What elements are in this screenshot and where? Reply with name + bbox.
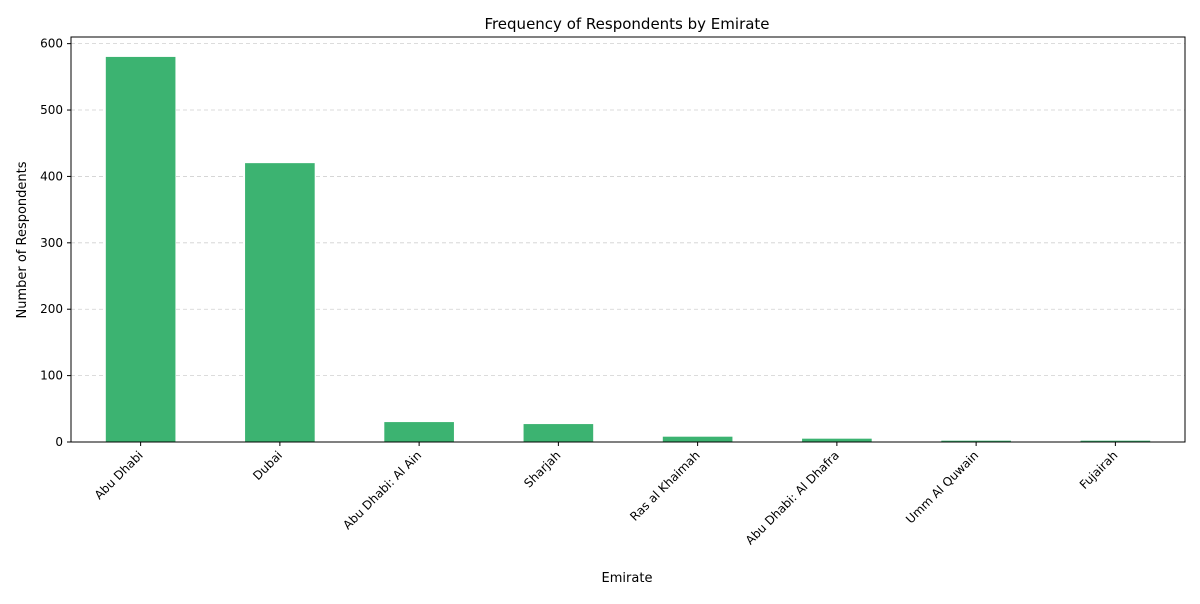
y-tick-label: 400: [40, 169, 63, 183]
x-tick-label: Abu Dhabi: Al Ain: [340, 448, 424, 532]
bar: [802, 438, 872, 442]
chart-title: Frequency of Respondents by Emirate: [484, 15, 769, 33]
y-tick-label: 200: [40, 302, 63, 316]
y-axis-label: Number of Respondents: [15, 161, 30, 318]
bar: [1080, 440, 1151, 442]
x-tick-label: Dubai: [250, 448, 285, 483]
x-tick-label: Abu Dhabi: Al Dhafra: [743, 448, 842, 547]
x-axis-label: Emirate: [602, 571, 653, 586]
axes: [70, 36, 1186, 443]
gridlines: [71, 43, 1185, 443]
y-tick-label: 0: [55, 435, 63, 449]
bars: [105, 56, 1151, 443]
x-tick-label: Abu Dhabi: [92, 448, 146, 502]
y-tick-label: 600: [40, 37, 63, 51]
bar: [105, 56, 176, 443]
plot-frame: [70, 36, 1186, 443]
bar: [384, 422, 454, 442]
y-tick-label: 300: [40, 236, 63, 250]
x-tick-label: Umm Al Quwain: [903, 448, 981, 526]
bar: [245, 163, 315, 443]
ticks: 0 100 200 300 400 500 600 Abu Dhabi Dubai Abu Dha…: [40, 37, 1120, 548]
x-tick-label: Sharjah: [521, 448, 563, 490]
x-tick-label: Fujairah: [1077, 448, 1121, 492]
y-tick-label: 100: [40, 369, 63, 383]
x-tick-label: Ras al Khaimah: [627, 448, 703, 524]
bar: [523, 424, 594, 442]
bar: [662, 436, 733, 442]
y-tick-label: 500: [40, 103, 63, 117]
bar: [941, 440, 1011, 442]
